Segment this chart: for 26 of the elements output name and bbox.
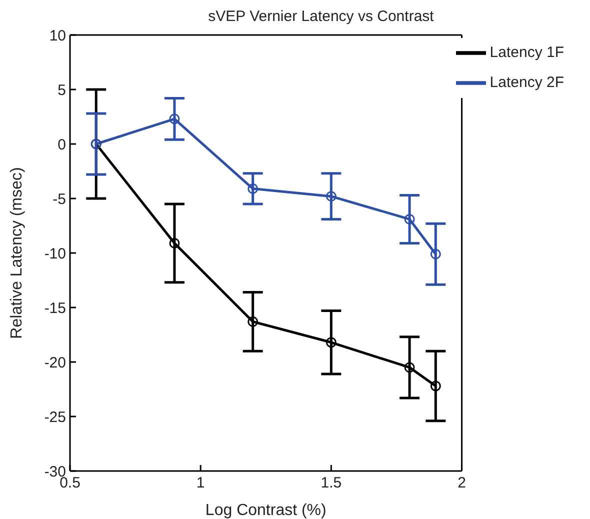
y-tick-label: 0 bbox=[58, 136, 66, 154]
chart-title: sVEP Vernier Latency vs Contrast bbox=[207, 8, 435, 25]
legend-label: Latency 1F bbox=[490, 44, 564, 61]
y-tick-label: 5 bbox=[58, 82, 66, 99]
point bbox=[169, 114, 180, 124]
y-tick-label: -10 bbox=[44, 245, 66, 262]
y-tick-label: -15 bbox=[44, 300, 66, 317]
point bbox=[430, 248, 441, 260]
x-axis-title: Log Contrast (%) bbox=[205, 502, 326, 519]
y-tick-label: -25 bbox=[44, 408, 66, 426]
x-tick-label: 1.5 bbox=[320, 474, 342, 492]
y-tick-label: -20 bbox=[44, 354, 66, 372]
point bbox=[326, 191, 336, 202]
point bbox=[248, 316, 258, 327]
point bbox=[404, 362, 415, 373]
y-tick-label: -5 bbox=[52, 190, 66, 208]
x-tick-label: 2 bbox=[458, 474, 466, 492]
point bbox=[326, 337, 336, 348]
y-tick-label: 10 bbox=[49, 27, 66, 44]
y-axis-title: Relative Latency (msec) bbox=[8, 167, 26, 339]
point bbox=[404, 214, 415, 224]
point bbox=[430, 380, 441, 392]
legend-label: Latency 2F bbox=[490, 74, 564, 91]
point bbox=[169, 238, 180, 248]
point bbox=[248, 183, 258, 194]
x-tick-label: 1 bbox=[196, 474, 205, 492]
